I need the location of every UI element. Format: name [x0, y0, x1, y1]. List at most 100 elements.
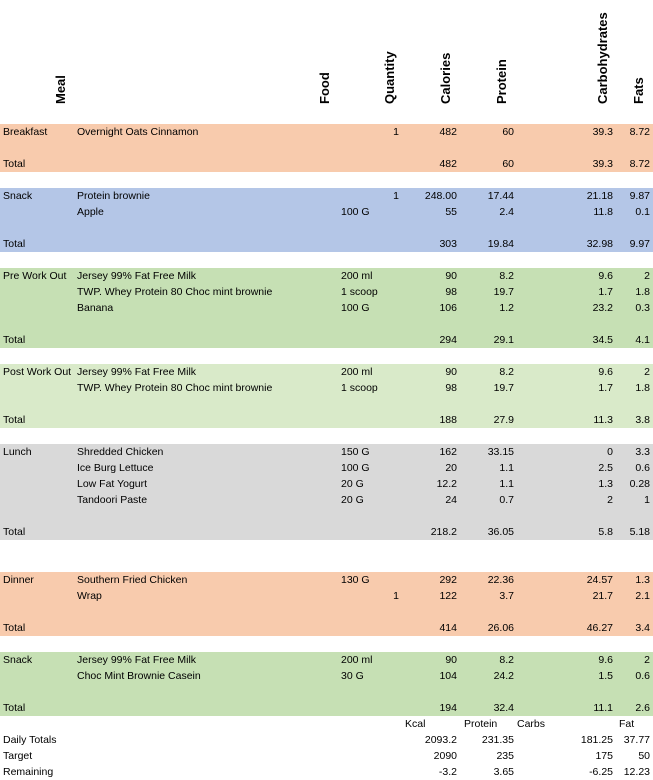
meal-name: Total [3, 702, 26, 714]
header-carbohydrates: Carbohydrates [595, 12, 610, 104]
protein: 8.2 [499, 270, 514, 282]
fats: 1.8 [635, 286, 650, 298]
quantity-text: 1 scoop [341, 286, 378, 298]
table-row: Breakfast Overnight Oats Cinnamon 1 482 60 39… [0, 124, 653, 140]
quantity-number: 1 [393, 590, 399, 602]
food-name: Apple [77, 206, 104, 218]
meal-name: Total [3, 414, 26, 426]
meal-name: Total [3, 334, 26, 346]
header-food: Food [317, 72, 332, 104]
table-row: Ice Burg Lettuce 100 G 20 1.1 2.5 0.6 [0, 460, 653, 476]
total-row: Total 294 29.1 34.5 4.1 [0, 332, 653, 348]
protein: 8.2 [499, 654, 514, 666]
fats: 0.3 [635, 302, 650, 314]
food-name: Tandoori Paste [77, 494, 148, 506]
section-band-snack [0, 188, 653, 252]
carbohydrates: 9.6 [598, 270, 613, 282]
food-name: Low Fat Yogurt [77, 478, 148, 490]
quantity-text: 20 G [341, 478, 364, 490]
table-row: Choc Mint Brownie Casein 30 G 104 24.2 1.5 0.… [0, 668, 653, 684]
protein: 19.84 [487, 238, 514, 250]
quantity-text: 30 G [341, 670, 364, 682]
total-row: Total 414 26.06 46.27 3.4 [0, 620, 653, 636]
summary-carbs: -6.25 [589, 766, 613, 778]
carbohydrates: 23.2 [592, 302, 613, 314]
quantity-text: 20 G [341, 494, 364, 506]
protein: 2.4 [499, 206, 514, 218]
summary-header-row: Kcal Protein Carbs Fat [0, 716, 653, 732]
calories: 414 [439, 622, 457, 634]
fats: 2.1 [635, 590, 650, 602]
total-row: Total 188 27.9 11.3 3.8 [0, 412, 653, 428]
calories: 104 [439, 670, 457, 682]
carbohydrates: 0 [607, 446, 613, 458]
fats: 1 [644, 494, 650, 506]
meal-name: Breakfast [3, 126, 48, 138]
calories: 98 [445, 382, 457, 394]
calories: 194 [439, 702, 457, 714]
remaining-row: Remaining -3.2 3.65 -6.25 12.23 [0, 764, 653, 780]
summary-header-kcal: Kcal [405, 718, 426, 730]
header-fats: Fats [631, 77, 646, 104]
fats: 0.6 [635, 670, 650, 682]
carbohydrates: 9.6 [598, 366, 613, 378]
fats: 8.72 [629, 126, 650, 138]
header-quantity: Quantity [382, 51, 397, 104]
table-row [0, 140, 653, 156]
meal-name: Dinner [3, 574, 34, 586]
carbohydrates: 24.57 [586, 574, 613, 586]
meal-name: Total [3, 526, 26, 538]
carbohydrates: 1.3 [598, 478, 613, 490]
protein: 36.05 [487, 526, 514, 538]
fats: 0.28 [629, 478, 650, 490]
table-row [0, 396, 653, 412]
section-band-lunch [0, 444, 653, 540]
summary-calories: 2090 [433, 750, 457, 762]
protein: 17.44 [487, 190, 514, 202]
calories: 55 [445, 206, 457, 218]
carbohydrates: 39.3 [592, 158, 613, 170]
meal-name: Snack [3, 654, 33, 666]
calories: 24 [445, 494, 457, 506]
food-name: Wrap [77, 590, 102, 602]
target-row: Target 2090 235 175 50 [0, 748, 653, 764]
table-row: Snack Jersey 99% Fat Free Milk 200 ml 90 8.2… [0, 652, 653, 668]
quantity-text: 130 G [341, 574, 370, 586]
total-row: Total 482 60 39.3 8.72 [0, 156, 653, 172]
table-row: Lunch Shredded Chicken 150 G 162 33.15 0 3.3 [0, 444, 653, 460]
quantity-text: 150 G [341, 446, 370, 458]
summary-protein: 231.35 [481, 734, 514, 746]
calories: 106 [439, 302, 457, 314]
table-row: Post Work Out Jersey 99% Fat Free Milk 200… [0, 364, 653, 380]
carbohydrates: 11.8 [593, 206, 613, 218]
calories: 294 [439, 334, 457, 346]
calories: 90 [445, 654, 457, 666]
summary-header-carbs: Carbs [517, 718, 546, 730]
calories: 90 [445, 366, 457, 378]
calories: 218.2 [430, 526, 457, 538]
table-row: Wrap 1 122 3.7 21.7 2.1 [0, 588, 653, 604]
fats: 9.87 [629, 190, 650, 202]
total-row: Total 194 32.4 11.1 2.6 [0, 700, 653, 716]
protein: 27.9 [493, 414, 514, 426]
quantity-text: 200 ml [341, 270, 373, 282]
calories: 482 [439, 126, 457, 138]
meal-name: Total [3, 158, 26, 170]
table-row: Apple 100 G 55 2.4 11.8 0.1 [0, 204, 653, 220]
summary-header-protein: Protein [464, 718, 498, 730]
carbohydrates: 9.6 [598, 654, 613, 666]
fats: 8.72 [629, 158, 650, 170]
fats: 4.1 [635, 334, 650, 346]
carbohydrates: 39.3 [592, 126, 613, 138]
summary-fat: 37.77 [623, 734, 650, 746]
quantity-text: 1 scoop [341, 382, 378, 394]
quantity-text: 100 G [341, 302, 370, 314]
carbohydrates: 11.3 [593, 414, 613, 426]
carbohydrates: 1.7 [598, 382, 613, 394]
section-band-snack-2 [0, 652, 653, 716]
table-row [0, 220, 653, 236]
summary-carbs: 181.25 [580, 734, 613, 746]
calories: 122 [439, 590, 457, 602]
meal-name: Snack [3, 190, 33, 202]
summary-fat: 50 [638, 750, 650, 762]
